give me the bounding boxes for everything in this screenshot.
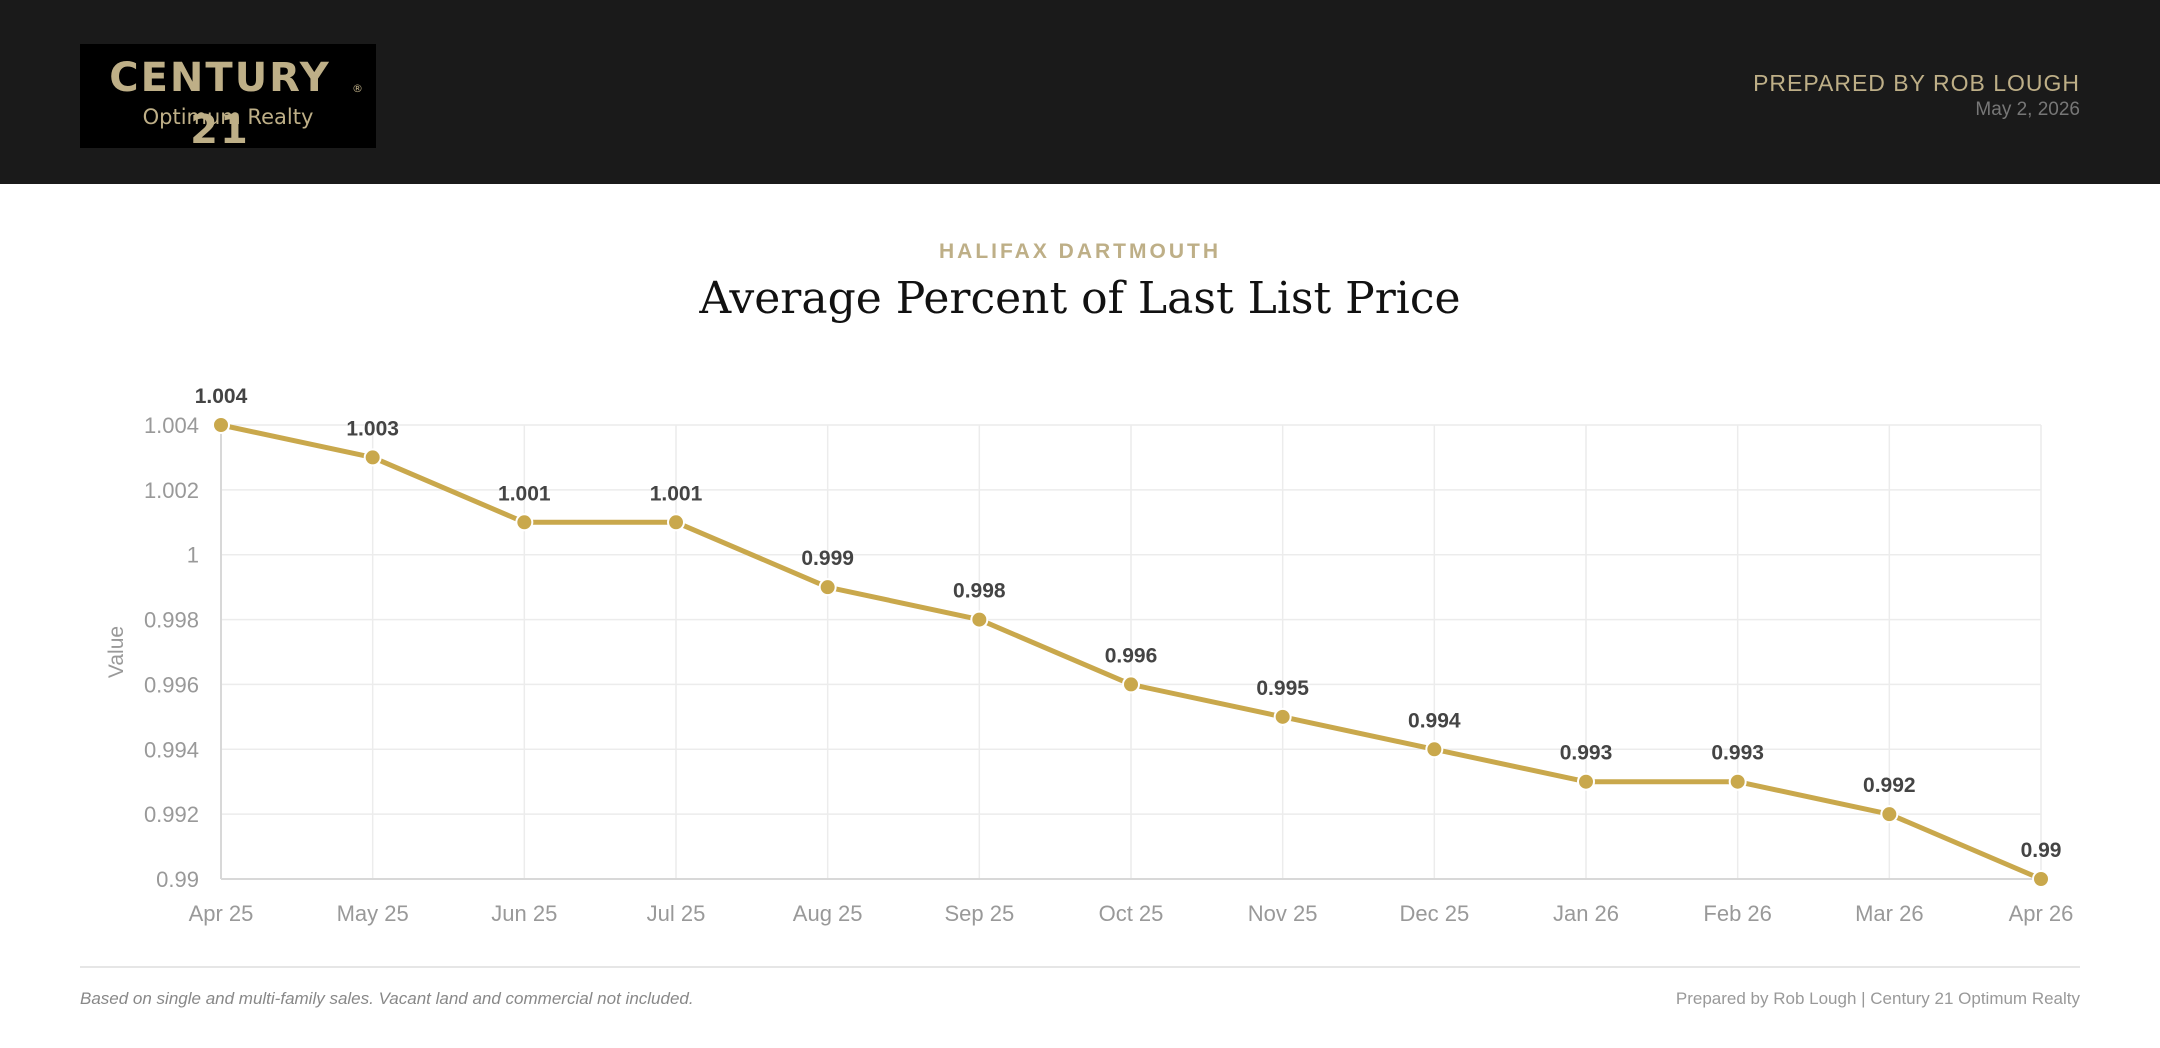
data-label: 0.999 xyxy=(801,547,854,570)
y-tick-label: 1.004 xyxy=(144,413,199,438)
x-tick-label: Jan 26 xyxy=(1553,901,1619,926)
century21-logo: CENTURY 21 ® Optimum Realty xyxy=(80,44,376,153)
y-tick-label: 0.994 xyxy=(144,737,199,762)
x-tick-label: May 25 xyxy=(337,901,409,926)
logo-brokerage-name: Optimum Realty xyxy=(142,105,314,129)
y-tick-label: 0.996 xyxy=(144,672,199,697)
report-date: May 2, 2026 xyxy=(1975,99,2080,120)
region-name: HALIFAX DARTMOUTH xyxy=(939,240,1221,263)
logo-wordmark: CENTURY 21 xyxy=(109,55,331,153)
data-label: 0.995 xyxy=(1256,677,1309,700)
logo-registered-mark: ® xyxy=(352,82,363,95)
data-label: 0.994 xyxy=(1408,709,1461,732)
data-label: 1.001 xyxy=(650,482,703,505)
data-label: 0.996 xyxy=(1105,644,1158,667)
data-point xyxy=(212,416,230,434)
data-label: 0.993 xyxy=(1560,742,1613,765)
y-axis-label: Value xyxy=(105,626,128,678)
chart-labels: 1.004 1.002 1 0.998 0.996 0.994 0.992 0.99 Apr 2… xyxy=(105,385,2073,926)
data-label: 1.001 xyxy=(498,482,551,505)
x-tick-label: Jul 25 xyxy=(647,901,706,926)
y-tick-label: 1.002 xyxy=(144,478,199,503)
data-point xyxy=(363,448,382,467)
chart-series xyxy=(212,416,2050,888)
data-label: 0.99 xyxy=(2021,839,2062,862)
data-point xyxy=(1122,675,1140,694)
y-tick-label: 0.998 xyxy=(144,608,199,633)
x-tick-label: Feb 26 xyxy=(1703,901,1772,926)
prepared-by: PREPARED BY ROB LOUGH xyxy=(1753,70,2080,96)
y-tick-label: 1 xyxy=(187,543,199,568)
x-tick-label: Nov 25 xyxy=(1248,901,1318,926)
data-point xyxy=(970,610,989,629)
x-tick-label: Oct 25 xyxy=(1099,901,1164,926)
x-tick-label: Aug 25 xyxy=(793,901,863,926)
chart-axes xyxy=(220,425,2041,880)
footer-credit: Prepared by Rob Lough | Century 21 Optim… xyxy=(1675,989,2080,1008)
x-tick-label: Apr 25 xyxy=(189,901,254,926)
data-label: 0.998 xyxy=(953,580,1006,603)
x-tick-label: Apr 26 xyxy=(2009,901,2074,926)
x-tick-label: Dec 25 xyxy=(1399,901,1469,926)
footer-divider xyxy=(80,966,2080,968)
y-tick-label: 0.992 xyxy=(144,802,199,827)
footer-note: Based on single and multi-family sales. … xyxy=(80,989,694,1008)
x-tick-label: Sep 25 xyxy=(944,901,1014,926)
data-label: 0.992 xyxy=(1863,774,1916,797)
y-tick-label: 0.99 xyxy=(156,867,199,892)
data-point xyxy=(1880,805,1899,824)
data-point xyxy=(1425,740,1444,759)
data-point xyxy=(1577,772,1595,791)
data-label: 0.993 xyxy=(1711,742,1764,765)
report-header: CENTURY 21 ® Optimum Realty PREPARED BY … xyxy=(0,0,2160,184)
data-point xyxy=(515,513,534,532)
data-label: 1.004 xyxy=(195,385,248,408)
data-point xyxy=(1273,707,1292,726)
data-point xyxy=(818,578,837,597)
data-point xyxy=(667,513,685,532)
x-tick-label: Jun 25 xyxy=(491,901,557,926)
chart-gridlines xyxy=(220,424,2042,880)
x-tick-label: Mar 26 xyxy=(1855,901,1923,926)
data-label: 1.003 xyxy=(346,417,399,440)
chart-title: Average Percent of Last List Price xyxy=(699,273,1461,324)
data-point xyxy=(1728,772,1747,791)
data-point xyxy=(2032,870,2050,888)
